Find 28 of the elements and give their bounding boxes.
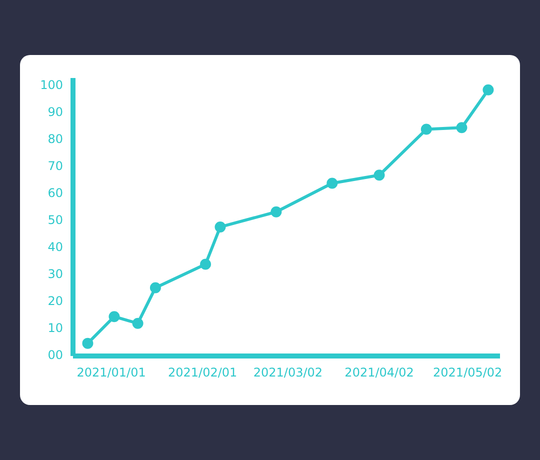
point [82, 338, 94, 349]
y-tick-label: 80 [48, 132, 63, 146]
y-tick-label: 30 [48, 267, 63, 282]
point [270, 206, 282, 218]
y-tick-label: 40 [48, 240, 63, 254]
y-tick-label: 20 [48, 294, 63, 308]
x-tick-label: 2021/05/02 [433, 365, 502, 380]
x-tick-label: 2021/02/01 [168, 365, 238, 380]
y-tick-label: 70 [48, 159, 63, 174]
y-tick-label: 50 [48, 213, 63, 228]
point [374, 170, 385, 181]
point [200, 258, 212, 270]
y-tick-label: 60 [48, 186, 63, 200]
y-tick-label: 00 [48, 348, 63, 362]
y-tick-label: 90 [48, 105, 63, 120]
point [108, 311, 120, 322]
x-tick-label: 2021/01/01 [76, 365, 146, 380]
point [132, 318, 144, 329]
y-tick-label: 10 [48, 321, 63, 336]
x-tick-label: 2021/04/02 [344, 365, 414, 380]
point [482, 84, 494, 96]
point [150, 282, 161, 294]
point [420, 124, 432, 135]
y-tick-label: 100 [40, 78, 63, 92]
point [326, 178, 338, 189]
point [214, 221, 226, 232]
x-tick-label: 2021/03/02 [253, 365, 323, 380]
point [456, 122, 468, 134]
